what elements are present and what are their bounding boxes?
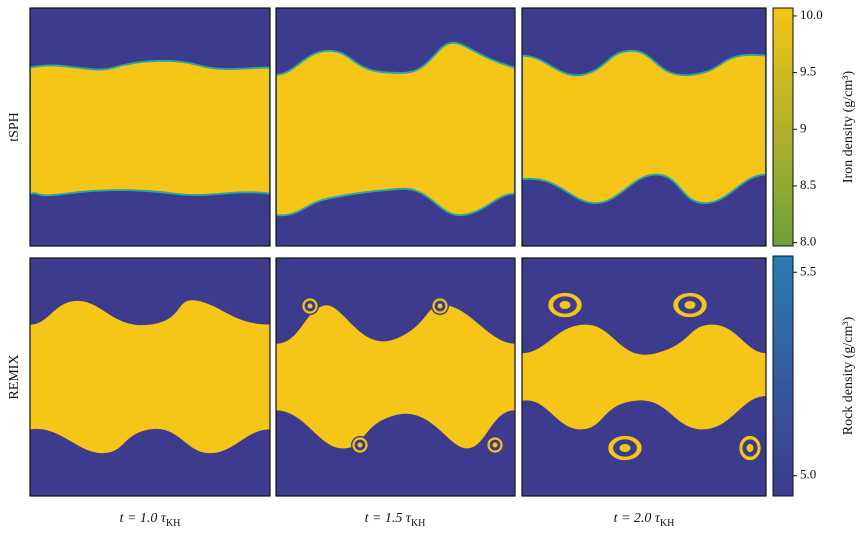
tick-label: 5.0 — [800, 467, 816, 482]
tick-label: 8.0 — [800, 234, 816, 249]
column-label-sub: KH — [166, 518, 180, 529]
colorbar — [772, 255, 794, 497]
column-label-sub: KH — [660, 518, 674, 529]
panel — [276, 8, 515, 246]
tick-label: 9 — [800, 120, 807, 135]
colorbar-label: Iron density (g/cm³) — [841, 71, 856, 184]
row-label: tSPH — [7, 112, 22, 142]
panel-frames — [29, 7, 767, 497]
panel — [30, 8, 270, 246]
tick-label: 10.0 — [800, 7, 823, 22]
tick-label: 8.5 — [800, 177, 816, 192]
tick-label: 9.5 — [800, 64, 816, 79]
column-label-text: t = 1.5 τ — [365, 511, 412, 526]
panel — [276, 258, 515, 496]
row-label: REMIX — [7, 354, 22, 399]
column-label-text: t = 2.0 τ — [614, 511, 661, 526]
column-label-sub: KH — [411, 518, 425, 529]
tick-label: 5.5 — [800, 263, 816, 278]
panel — [522, 258, 766, 496]
panel — [30, 258, 270, 496]
column-label: t = 2.0 τKH — [614, 511, 675, 529]
colorbar-label: Rock density (g/cm³) — [841, 316, 856, 435]
colorbar — [772, 7, 794, 247]
panel — [522, 8, 766, 246]
column-label-text: t = 1.0 τ — [120, 511, 167, 526]
column-label: t = 1.0 τKH — [120, 511, 181, 529]
column-label: t = 1.5 τKH — [365, 511, 426, 529]
